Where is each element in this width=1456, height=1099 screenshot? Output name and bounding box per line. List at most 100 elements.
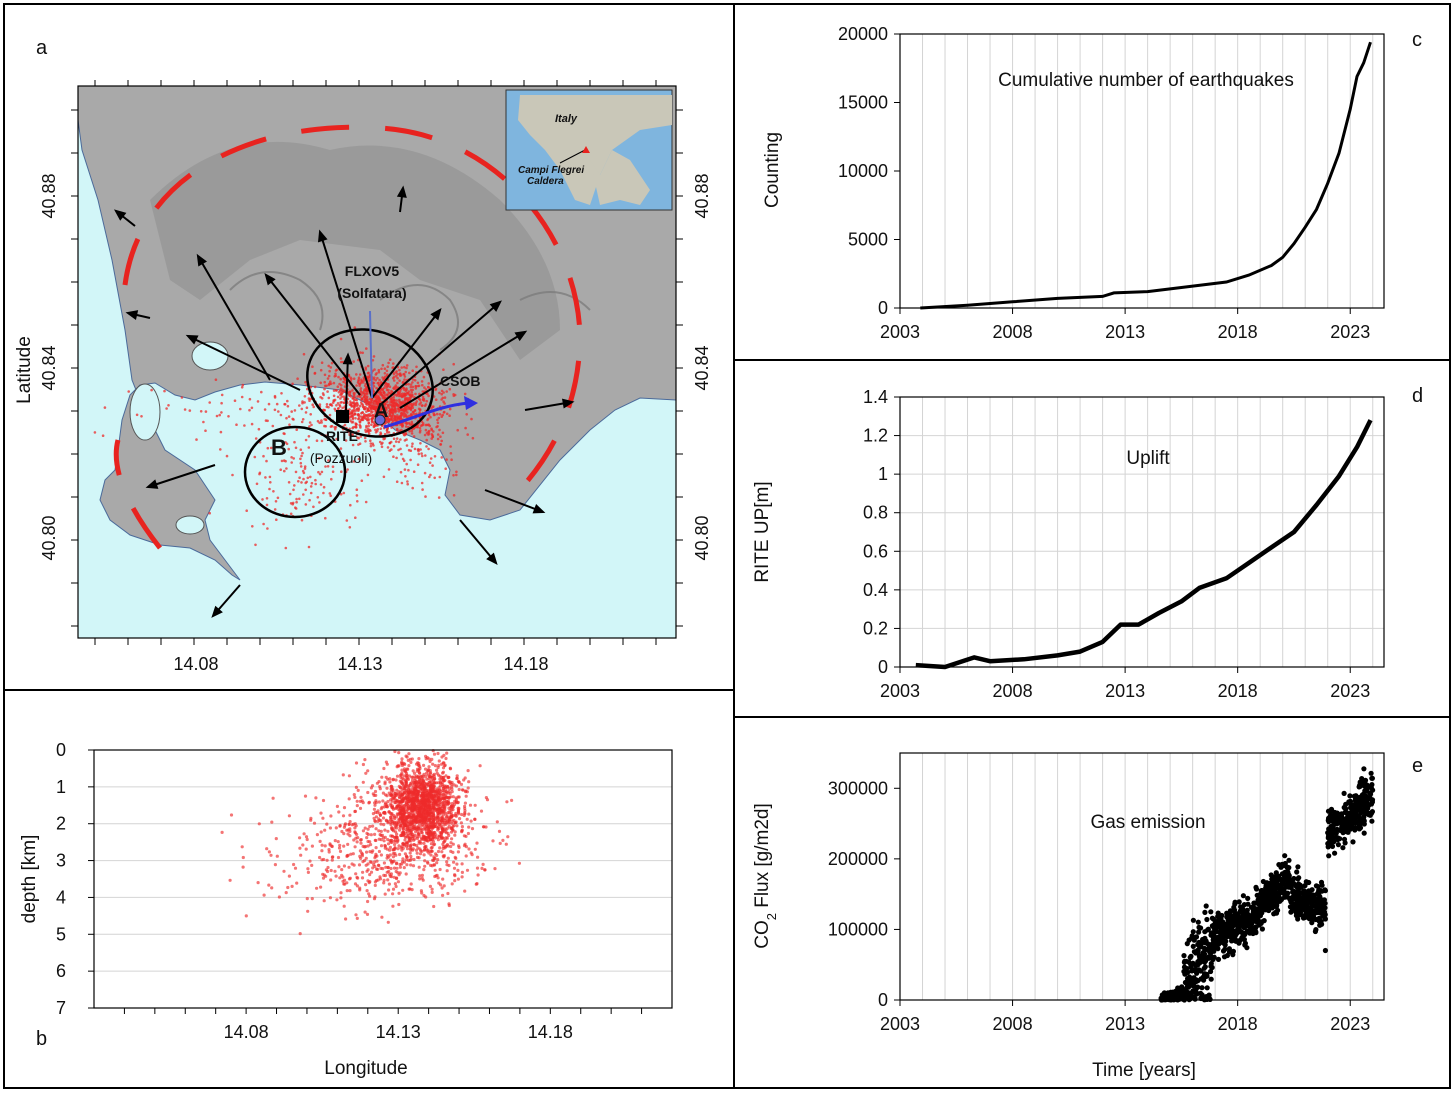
co2-flux-point [1191,918,1196,923]
map-seismic-point [410,383,413,386]
depth-event-point [373,801,376,804]
depth-event-point [379,819,382,822]
map-seismic-point [409,407,412,410]
depth-event-point [340,868,343,871]
depth-event-point [445,815,448,818]
map-seismic-point [389,442,392,445]
depth-event-point [409,859,412,862]
depth-event-point [329,826,332,829]
map-seismic-point [370,423,373,426]
depth-event-point [439,790,442,793]
depth-event-point [475,882,478,885]
depth-event-point [373,808,376,811]
map-seismic-point [353,377,356,380]
map-seismic-point [264,408,267,411]
depth-event-point [416,852,419,855]
depth-event-point [403,861,406,864]
map-seismic-point [140,415,143,418]
depth-event-point [387,866,390,869]
depth-event-point [368,881,371,884]
map-seismic-point [361,398,364,401]
map-seismic-point [430,427,433,430]
map-seismic-point [285,467,288,470]
map-seismic-point [359,373,362,376]
inset-italy-label: Italy [555,113,578,125]
depth-event-point [361,853,364,856]
map-seismic-point [309,476,312,479]
depth-event-point [409,784,412,787]
map-seismic-point [396,480,399,483]
inset-campi-label: Campi Flegrei [518,165,584,176]
depth-event-point [339,824,342,827]
depth-event-point [480,867,483,870]
map-seismic-point [427,382,430,385]
depth-event-point [363,758,366,761]
depth-event-point [422,815,425,818]
depth-event-point [424,755,427,758]
depth-event-point [270,886,273,889]
map-seismic-point [386,385,389,388]
map-seismic-point [308,546,311,549]
depth-event-point [389,816,392,819]
depth-event-point [461,862,464,865]
depth-event-point [441,878,444,881]
map-seismic-point [373,449,376,452]
depth-event-point [434,764,437,767]
map-seismic-point [231,474,234,477]
depth-event-point [358,855,361,858]
depth-event-point [303,832,306,835]
co2-flux-point [1208,909,1213,914]
depth-event-point [348,889,351,892]
co2-flux-point [1202,929,1207,934]
depth-event-point [461,825,464,828]
map-seismic-point [243,424,246,427]
depth-event-point [437,882,440,885]
depth-event-point [418,874,421,877]
depth-event-point [326,859,329,862]
depth-event-point [411,776,414,779]
depth-event-point [431,833,434,836]
map-seismic-point [411,394,414,397]
x-ticklabel: 2008 [993,322,1033,342]
depth-event-point [342,773,345,776]
map-seismic-point [321,471,324,474]
depth-event-point [365,832,368,835]
depth-event-point [411,798,414,801]
y-ticklabel: 0 [56,740,66,760]
map-seismic-point [269,481,272,484]
depth-event-point [335,898,338,901]
co2-flux-point [1269,872,1274,877]
map-seismic-point [127,390,130,393]
depth-event-point [342,845,345,848]
map-seismic-point [308,399,311,402]
map-seismic-point [392,455,395,458]
x-axis-label: Longitude [324,1058,407,1079]
co2-flux-point [1204,917,1209,922]
co2-flux-point [1211,949,1216,954]
depth-event-point [383,879,386,882]
depth-event-point [443,764,446,767]
map-seismic-point [331,362,334,365]
depth-event-point [354,913,357,916]
depth-event-point [431,818,434,821]
depth-event-point [306,867,309,870]
map-seismic-point [359,351,362,354]
map-seismic-point [352,401,355,404]
depth-event-point [449,827,452,830]
map-seismic-point [373,355,376,358]
map-seismic-point [272,490,275,493]
depth-event-point [455,815,458,818]
map-seismic-point [427,418,430,421]
map-seismic-point [411,421,414,424]
depth-event-point [384,874,387,877]
depth-event-point [309,819,312,822]
depth-event-point [416,830,419,833]
map-seismic-point [291,418,294,421]
map-seismic-point [380,368,383,371]
depth-event-point [335,826,338,829]
map-seismic-point [333,395,336,398]
map-seismic-point [395,457,398,460]
depth-event-point [438,834,441,837]
depth-event-point [355,876,358,879]
